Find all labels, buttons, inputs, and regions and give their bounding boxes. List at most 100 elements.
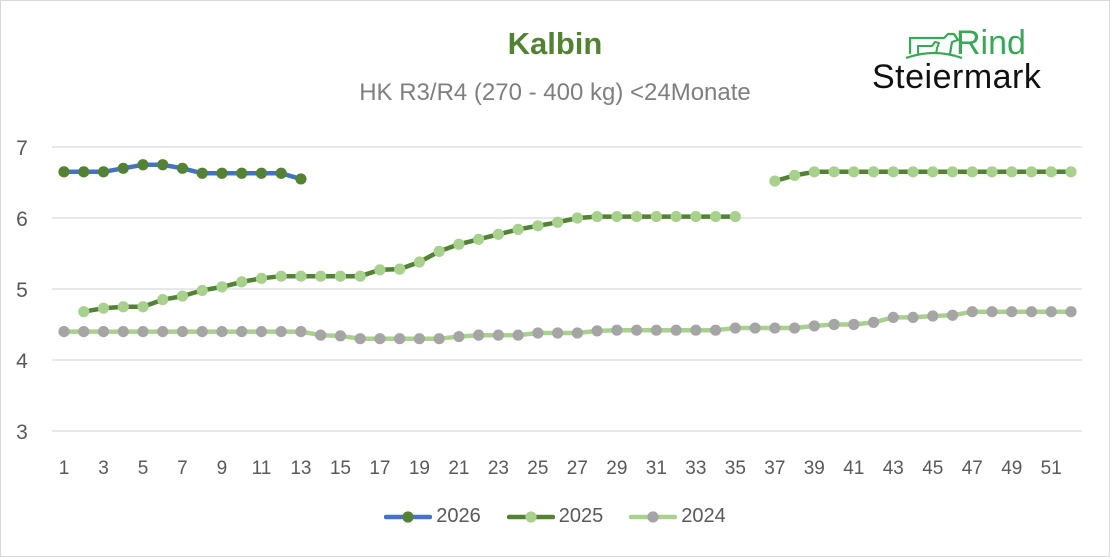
data-point — [650, 210, 662, 223]
data-point — [690, 324, 702, 336]
series-2025 — [78, 166, 1077, 318]
data-point — [927, 166, 939, 178]
data-point — [631, 210, 643, 223]
data-point — [709, 210, 722, 223]
x-tick-label: 3 — [98, 458, 109, 479]
data-point — [552, 327, 564, 339]
x-tick-label: 47 — [962, 458, 983, 479]
data-point — [236, 167, 248, 179]
data-point — [275, 167, 287, 179]
x-tick-label: 27 — [567, 458, 588, 479]
y-axis-ticks: 3 4 5 6 7 — [16, 137, 28, 444]
data-point — [1006, 306, 1018, 318]
data-point — [1065, 166, 1077, 178]
data-point — [808, 320, 820, 332]
x-axis-ticks: 1 3 5 7 9 11 13 15 17 19 21 23 25 27 29 31 33 35 37 39 41 43 4… — [59, 458, 1062, 479]
data-point — [117, 301, 129, 313]
data-point — [354, 333, 366, 345]
data-point — [255, 326, 268, 338]
data-point — [492, 329, 504, 341]
data-point — [670, 324, 682, 336]
data-point — [966, 166, 978, 178]
data-point — [236, 326, 248, 338]
x-tick-label: 33 — [685, 458, 706, 479]
data-point — [848, 166, 860, 178]
x-tick-label: 23 — [488, 458, 509, 479]
data-point — [1045, 306, 1057, 318]
x-tick-label: 51 — [1041, 458, 1062, 479]
data-point — [769, 175, 781, 187]
data-point — [255, 272, 268, 284]
data-point — [216, 326, 228, 338]
logo-text-rind: Rind — [956, 24, 1026, 62]
data-point — [176, 290, 189, 302]
legend-item-2026: 2026 — [384, 505, 481, 528]
data-point — [512, 223, 524, 235]
chart-subtitle: HK R3/R4 (270 - 400 kg) <24Monate — [359, 79, 751, 106]
data-point — [413, 333, 426, 345]
data-point — [848, 318, 860, 331]
data-point — [413, 256, 426, 268]
data-point — [788, 322, 801, 334]
series-2024 — [58, 306, 1077, 345]
data-point — [729, 210, 741, 223]
data-point — [334, 270, 347, 282]
data-point — [275, 270, 287, 282]
x-tick-label: 29 — [606, 458, 627, 479]
data-point — [473, 233, 485, 245]
series-line — [83, 214, 736, 314]
data-point — [1065, 306, 1077, 318]
data-point — [690, 210, 702, 223]
data-point — [591, 210, 603, 223]
x-tick-label: 1 — [59, 458, 70, 479]
data-point — [216, 167, 228, 179]
data-point — [157, 159, 169, 171]
data-point — [808, 166, 820, 178]
data-point — [137, 159, 149, 171]
data-point — [315, 270, 327, 282]
series-2026 — [58, 159, 307, 185]
data-point — [453, 238, 465, 250]
rind-steiermark-logo: Rind Steiermark — [868, 24, 1041, 104]
chart-title: Kalbin — [507, 26, 603, 61]
data-point — [729, 322, 741, 334]
x-tick-label: 45 — [922, 458, 943, 479]
y-tick-label: 3 — [16, 421, 28, 444]
x-tick-label: 37 — [764, 458, 785, 479]
chart-legend: 2026 2025 2024 — [0, 505, 1110, 528]
x-tick-label: 11 — [252, 458, 272, 479]
x-tick-label: 43 — [883, 458, 904, 479]
data-point — [571, 212, 583, 224]
data-point — [196, 167, 208, 179]
data-point — [1045, 166, 1057, 178]
legend-marker-icon — [629, 510, 678, 523]
cow-and-calf-icon — [905, 32, 963, 60]
data-point — [275, 326, 287, 338]
x-tick-label: 41 — [843, 458, 864, 479]
data-point — [157, 326, 169, 338]
data-point — [374, 333, 386, 345]
data-point — [571, 327, 583, 339]
legend-marker-icon — [506, 510, 555, 523]
y-tick-label: 5 — [16, 279, 28, 302]
x-tick-label: 19 — [409, 458, 430, 479]
data-point — [97, 302, 110, 314]
data-point — [867, 316, 880, 328]
x-tick-label: 25 — [527, 458, 548, 479]
legend-item-2024: 2024 — [629, 505, 726, 528]
data-point — [157, 294, 169, 306]
data-point — [788, 169, 801, 181]
data-point — [1006, 166, 1018, 178]
x-tick-label: 9 — [217, 458, 228, 479]
data-point — [966, 306, 978, 318]
legend-item-2025: 2025 — [506, 505, 603, 528]
data-point — [196, 326, 208, 338]
data-point — [887, 311, 899, 323]
data-point — [295, 173, 307, 185]
data-point — [374, 264, 386, 276]
data-point — [907, 166, 919, 178]
x-tick-label: 15 — [330, 458, 351, 479]
data-point — [473, 329, 485, 341]
x-tick-label: 39 — [804, 458, 825, 479]
